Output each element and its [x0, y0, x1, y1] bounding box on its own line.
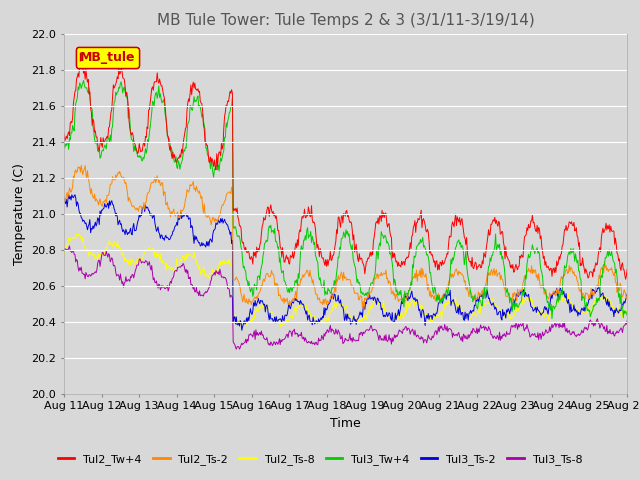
Line: Tul2_Tw+4: Tul2_Tw+4	[64, 60, 627, 279]
Tul3_Ts-8	[129, 272, 137, 277]
Tul2_Ts-2	[186, 181, 194, 187]
Tul3_Ts-8	[432, 328, 440, 334]
Tul2_Tw+4	[623, 266, 631, 272]
Tul2_Ts-8	[60, 252, 68, 257]
Tul3_Tw+4	[548, 316, 556, 322]
Tul3_Ts-8	[416, 336, 424, 342]
Tul2_Tw+4	[431, 264, 439, 270]
Tul2_Ts-8	[129, 259, 137, 265]
Tul3_Ts-8	[66, 243, 74, 249]
Tul2_Tw+4	[415, 217, 422, 223]
Legend: MB_tule: MB_tule	[76, 47, 139, 68]
Tul2_Ts-2	[60, 199, 68, 205]
Tul3_Ts-8	[60, 247, 68, 252]
Tul3_Tw+4	[80, 78, 88, 84]
Tul2_Ts-8	[186, 252, 194, 258]
Tul3_Ts-2	[416, 306, 424, 312]
Y-axis label: Temperature (C): Temperature (C)	[13, 163, 26, 264]
Tul2_Tw+4	[216, 149, 224, 155]
Tul2_Ts-8	[623, 309, 631, 315]
Tul3_Ts-8	[71, 252, 79, 257]
Tul3_Tw+4	[623, 312, 631, 318]
Tul3_Tw+4	[129, 138, 137, 144]
Tul3_Ts-8	[186, 274, 194, 280]
Tul3_Tw+4	[415, 240, 422, 246]
Line: Tul3_Ts-2: Tul3_Ts-2	[64, 194, 627, 330]
Tul2_Tw+4	[60, 131, 68, 136]
Tul3_Tw+4	[216, 160, 224, 166]
X-axis label: Time: Time	[330, 417, 361, 430]
Tul2_Ts-2	[623, 294, 631, 300]
Line: Tul3_Ts-8: Tul3_Ts-8	[64, 246, 627, 349]
Tul3_Ts-2	[60, 196, 68, 202]
Tul3_Ts-2	[216, 220, 224, 226]
Tul3_Ts-2	[186, 215, 194, 221]
Tul2_Ts-2	[216, 213, 224, 218]
Title: MB Tule Tower: Tule Temps 2 & 3 (3/1/11-3/19/14): MB Tule Tower: Tule Temps 2 & 3 (3/1/11-…	[157, 13, 534, 28]
Tul2_Ts-8	[277, 324, 285, 329]
Tul3_Ts-8	[232, 346, 240, 352]
Tul2_Ts-2	[129, 203, 137, 209]
Tul2_Tw+4	[622, 276, 630, 282]
Tul3_Tw+4	[431, 286, 439, 291]
Tul2_Ts-2	[360, 306, 368, 312]
Tul2_Ts-2	[432, 295, 440, 301]
Tul2_Tw+4	[70, 95, 78, 101]
Tul2_Tw+4	[78, 57, 86, 63]
Legend: Tul2_Tw+4, Tul2_Ts-2, Tul2_Ts-8, Tul3_Tw+4, Tul3_Ts-2, Tul3_Ts-8: Tul2_Tw+4, Tul2_Ts-2, Tul2_Ts-8, Tul3_Tw…	[53, 450, 587, 469]
Tul2_Tw+4	[129, 132, 137, 137]
Tul3_Ts-2	[432, 310, 440, 316]
Tul3_Tw+4	[60, 140, 68, 145]
Line: Tul2_Ts-2: Tul2_Ts-2	[64, 165, 627, 309]
Tul3_Ts-2	[65, 192, 72, 197]
Tul3_Ts-8	[216, 266, 224, 272]
Tul2_Ts-8	[70, 235, 78, 241]
Tul3_Ts-2	[71, 192, 79, 198]
Tul2_Ts-8	[432, 314, 440, 320]
Tul2_Ts-8	[416, 304, 424, 310]
Tul2_Ts-2	[77, 162, 85, 168]
Tul3_Tw+4	[186, 103, 194, 108]
Tul3_Ts-2	[623, 291, 631, 297]
Tul2_Ts-8	[216, 258, 224, 264]
Tul2_Tw+4	[186, 90, 194, 96]
Tul3_Ts-2	[238, 327, 246, 333]
Tul3_Ts-2	[129, 224, 137, 230]
Tul2_Ts-2	[70, 175, 78, 181]
Tul2_Ts-8	[75, 231, 83, 237]
Line: Tul2_Ts-8: Tul2_Ts-8	[64, 234, 627, 326]
Line: Tul3_Tw+4: Tul3_Tw+4	[64, 81, 627, 319]
Tul3_Ts-8	[623, 318, 631, 324]
Tul3_Tw+4	[70, 128, 78, 134]
Tul2_Ts-2	[416, 267, 424, 273]
